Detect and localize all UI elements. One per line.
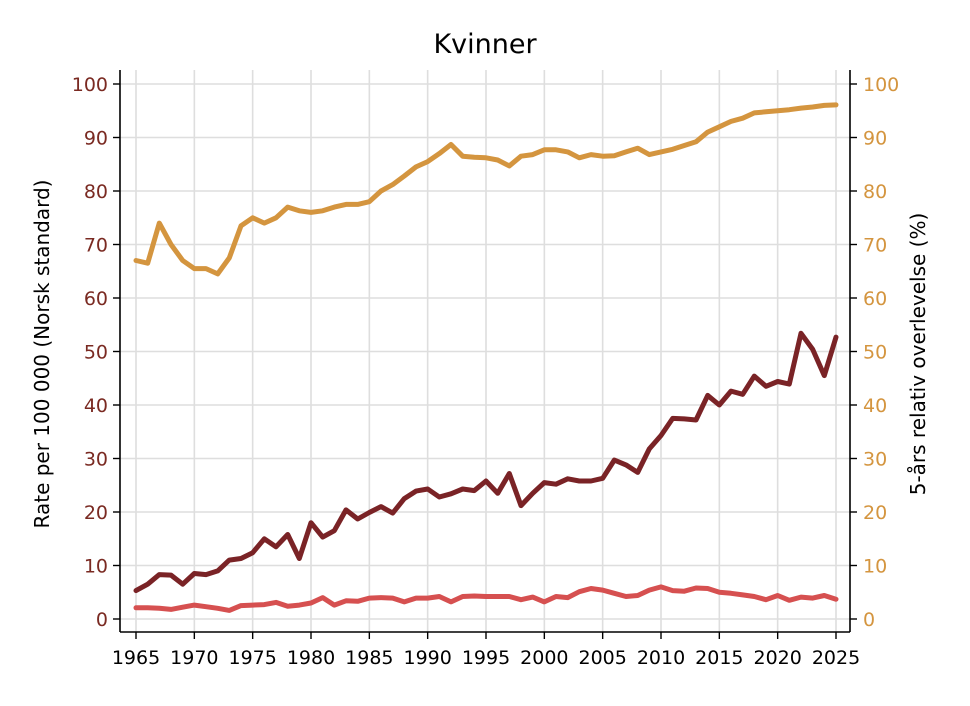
series-line-1: [133, 102, 839, 277]
y-tick-label-left: 0: [96, 609, 108, 631]
y-tick-label-left: 50: [84, 342, 108, 364]
x-tick-label: 1990: [403, 647, 451, 669]
y-tick-label-right: 10: [863, 556, 887, 578]
series-line-2: [133, 330, 839, 594]
y-tick-label-left: 70: [84, 235, 108, 257]
x-tick-label: 1980: [287, 647, 335, 669]
y-tick-label-right: 40: [863, 395, 887, 417]
y-tick-label-right: 30: [863, 449, 887, 471]
y-tick-label-right: 0: [863, 609, 875, 631]
y-axis-label-left: Rate per 100 000 (Norsk standard): [30, 180, 54, 529]
y-tick-label-left: 30: [84, 449, 108, 471]
y-tick-label-right: 70: [863, 235, 887, 257]
x-tick-label: 1995: [462, 647, 510, 669]
y-tick-label-left: 10: [84, 556, 108, 578]
y-axis-label-right: 5-års relativ overlevelse (%): [906, 213, 930, 496]
y-tick-label-left: 40: [84, 395, 108, 417]
x-tick-label: 1975: [228, 647, 276, 669]
axes: 1965 1970 1975 1980 1985 1990 1995 2000 2005 2010…: [72, 70, 899, 669]
x-tick-label: 2005: [578, 647, 626, 669]
x-tick-label: 2020: [753, 647, 801, 669]
x-tick-label: 2000: [520, 647, 568, 669]
x-tick-label: 2015: [695, 647, 743, 669]
y-tick-label-right: 80: [863, 181, 887, 203]
y-tick-label-left: 60: [84, 288, 108, 310]
y-tick-label-right: 100: [863, 74, 899, 96]
y-tick-label-right: 60: [863, 288, 887, 310]
chart-title: Kvinner: [433, 29, 537, 60]
x-tick-label: 1985: [345, 647, 393, 669]
x-tick-label: 2025: [812, 647, 860, 669]
x-tick-label: 1970: [170, 647, 218, 669]
y-tick-label-left: 80: [84, 181, 108, 203]
y-tick-label-right: 20: [863, 502, 887, 524]
y-tick-label-left: 20: [84, 502, 108, 524]
series-line-3: [133, 584, 839, 613]
y-tick-label-left: 100: [72, 74, 108, 96]
y-tick-label-right: 90: [863, 128, 887, 150]
y-tick-label-left: 90: [84, 128, 108, 150]
grid: [120, 70, 850, 632]
y-tick-label-right: 50: [863, 342, 887, 364]
x-tick-label: 1965: [112, 647, 160, 669]
series-layer: [133, 102, 839, 613]
x-tick-label: 2010: [637, 647, 685, 669]
